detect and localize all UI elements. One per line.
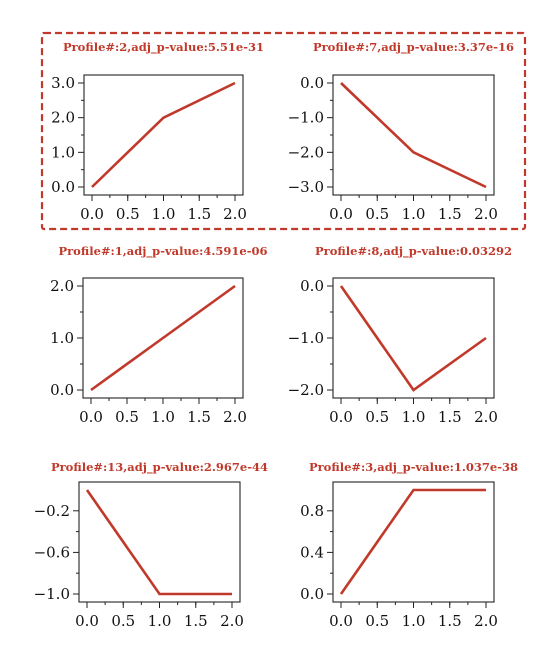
y-tick-label: 1.0: [50, 329, 74, 347]
y-tick-label: −1.0: [288, 109, 324, 127]
x-tick-label: 0.5: [365, 612, 389, 630]
x-tick-label: 1.0: [151, 408, 175, 426]
x-tick-label: 0.5: [111, 612, 135, 630]
x-tick-label: 0.0: [329, 408, 353, 426]
chart-panel-6: Profile#:3,adj_p-value:1.037e-38 0.0 0.5 1.…: [300, 460, 518, 630]
x-tick-label: 2.0: [223, 205, 247, 223]
axes-frame: [332, 277, 495, 399]
x-tick-label: 2.0: [474, 408, 498, 426]
x-tick-label: 1.0: [402, 205, 426, 223]
chart-panel-4: Profile#:8,adj_p-value:0.03292 0.0 0.5 1.0 1…: [288, 244, 512, 426]
y-tick-label: −0.2: [34, 502, 70, 520]
chart-title: Profile#:13,adj_p-value:2.967e-44: [51, 460, 268, 475]
axes-frame: [332, 481, 495, 603]
y-tick-label: 2.0: [50, 277, 74, 295]
y-tick-label: −3.0: [288, 178, 324, 196]
y-tick-label: 3.0: [51, 74, 75, 92]
axes-frame: [78, 481, 241, 603]
series-line: [90, 284, 236, 392]
series-line: [85, 489, 232, 596]
x-tick-label: 1.5: [184, 612, 208, 630]
axes-frame: [332, 74, 495, 196]
x-tick-label: 1.0: [152, 205, 176, 223]
x-tick-label: 0.5: [116, 205, 140, 223]
chart-title: Profile#:7,adj_p-value:3.37e-16: [313, 40, 514, 55]
y-tick-label: 0.0: [300, 585, 324, 603]
chart-title: Profile#:2,adj_p-value:5.51e-31: [63, 40, 264, 55]
x-tick-label: 0.0: [79, 408, 103, 426]
y-tick-label: −2.0: [288, 143, 324, 161]
x-tick-label: 1.5: [187, 408, 211, 426]
x-tick-label: 1.0: [402, 408, 426, 426]
x-tick-label: 2.0: [474, 612, 498, 630]
x-tick-label: 2.0: [220, 612, 244, 630]
y-tick-label: 0.0: [300, 74, 324, 92]
chart-title: Profile#:8,adj_p-value:0.03292: [315, 244, 512, 259]
x-tick-label: 0.0: [329, 205, 353, 223]
chart-title: Profile#:1,adj_p-value:4.591e-06: [58, 244, 267, 259]
x-tick-label: 0.5: [115, 408, 139, 426]
x-tick-label: 2.0: [223, 408, 247, 426]
x-tick-label: 1.5: [438, 612, 462, 630]
x-tick-label: 1.5: [438, 408, 462, 426]
x-tick-label: 0.0: [80, 205, 104, 223]
chart-title: Profile#:3,adj_p-value:1.037e-38: [309, 460, 518, 475]
y-tick-label: 0.0: [50, 381, 74, 399]
x-tick-label: 2.0: [474, 205, 498, 223]
y-tick-label: 0.0: [300, 277, 324, 295]
series-line: [91, 81, 236, 188]
y-tick-label: 2.0: [51, 109, 75, 127]
y-tick-label: −1.0: [288, 329, 324, 347]
y-tick-label: 1.0: [51, 143, 75, 161]
axes-frame: [83, 74, 244, 196]
x-tick-label: 1.5: [187, 205, 211, 223]
series-line: [339, 488, 486, 595]
chart-panel-5: Profile#:13,adj_p-value:2.967e-44 0.0 0.5 1…: [34, 460, 268, 630]
y-tick-label: 0.0: [51, 178, 75, 196]
x-tick-label: 1.5: [438, 205, 462, 223]
chart-panel-3: Profile#:1,adj_p-value:4.591e-06 0.0 0.5 1.…: [50, 244, 267, 426]
x-tick-label: 1.0: [402, 612, 426, 630]
x-tick-label: 0.0: [329, 612, 353, 630]
chart-panel-1: Profile#:2,adj_p-value:5.51e-31 0.0 0.5 1.0…: [51, 40, 264, 223]
y-tick-label: −1.0: [34, 585, 70, 603]
highlight-box: [40, 31, 527, 231]
y-tick-label: 0.8: [300, 502, 324, 520]
y-tick-label: 0.4: [300, 543, 324, 561]
series-line: [340, 82, 487, 189]
y-tick-label: −0.6: [34, 543, 70, 561]
x-tick-label: 0.5: [365, 408, 389, 426]
y-tick-label: −2.0: [288, 381, 324, 399]
x-tick-label: 0.5: [365, 205, 389, 223]
series-line: [339, 285, 487, 392]
x-tick-label: 0.0: [75, 612, 99, 630]
chart-panel-2: Profile#:7,adj_p-value:3.37e-16 0.0 0.5 1.0…: [288, 40, 514, 223]
x-tick-label: 1.0: [148, 612, 172, 630]
